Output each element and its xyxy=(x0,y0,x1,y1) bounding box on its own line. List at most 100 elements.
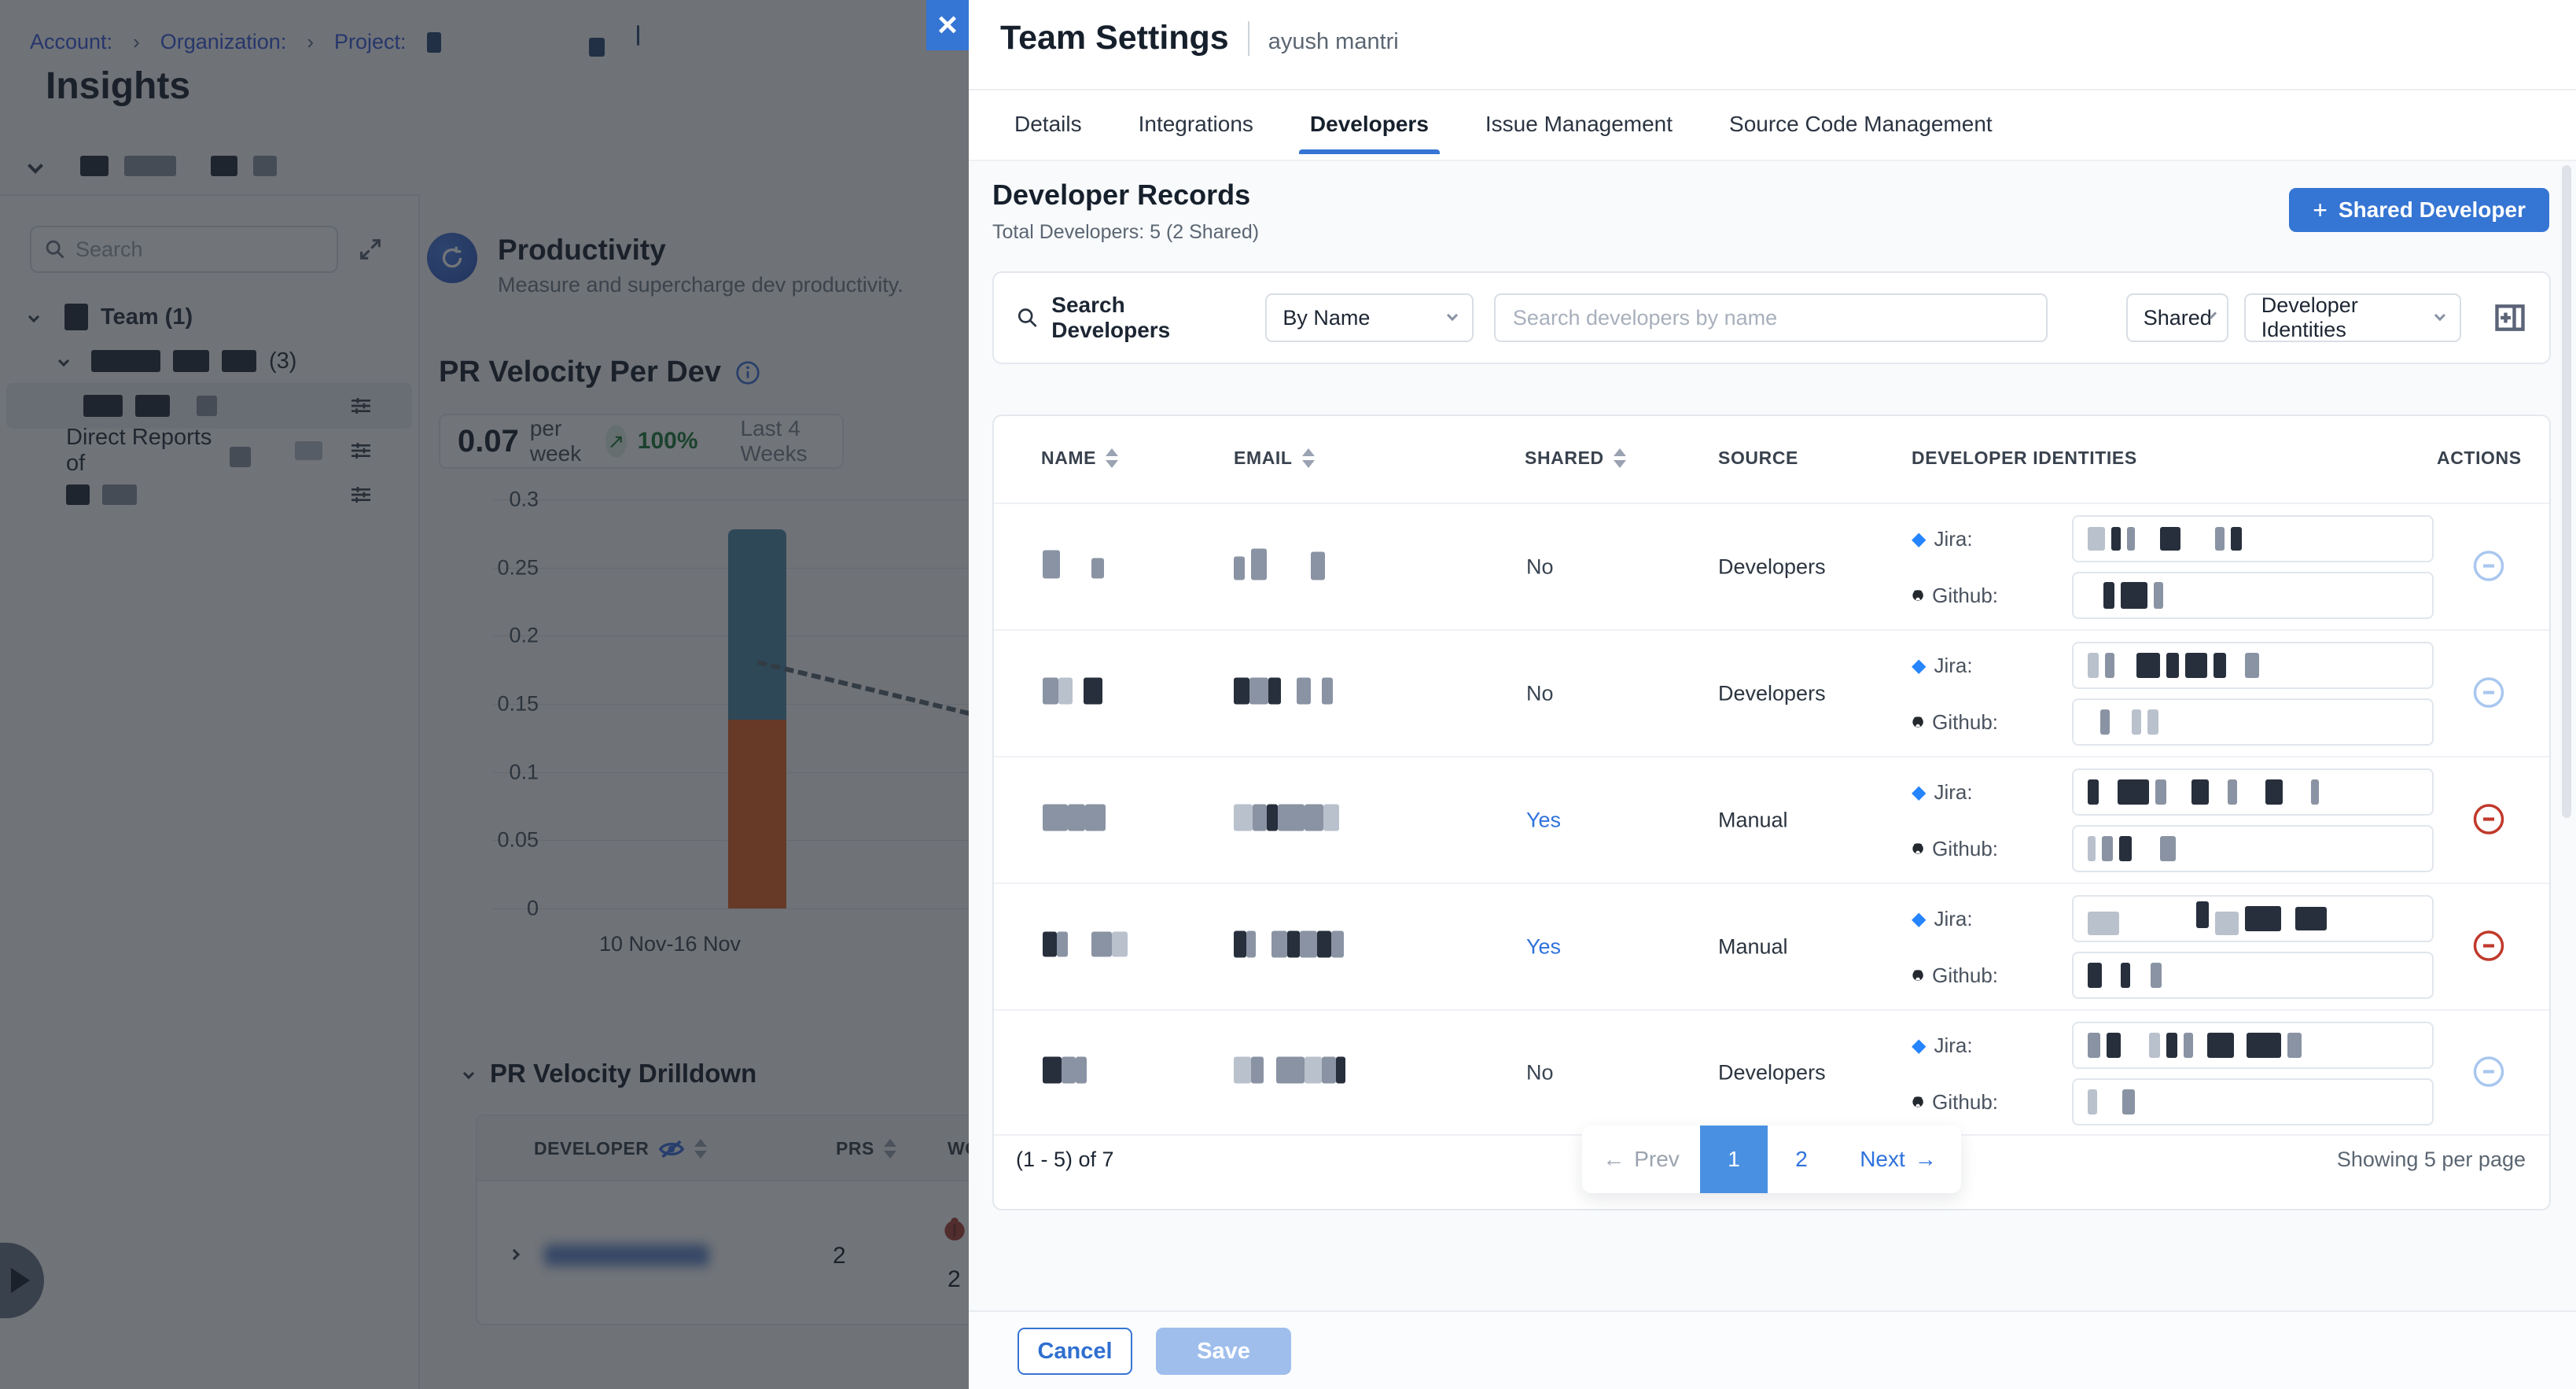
github-icon xyxy=(1912,717,1923,728)
jira-label: ◆ Jira: xyxy=(1912,526,1973,551)
team-settings-modal: × Team Settings ayush mantri Details Int… xyxy=(926,0,2576,1389)
sort-icon[interactable] xyxy=(1613,448,1626,468)
modal-owner: ayush mantri xyxy=(1268,29,1399,54)
github-identity-input[interactable] xyxy=(2072,1078,2434,1126)
prev-page-button[interactable]: ← Prev xyxy=(1603,1147,1680,1171)
jira-identity-input[interactable] xyxy=(2072,1022,2434,1069)
col-actions: ACTIONS xyxy=(2437,448,2522,468)
search-developers-label: Search Developers xyxy=(1051,293,1171,342)
modal-tabs: Details Integrations Developers Issue Ma… xyxy=(1011,102,1996,154)
redacted-email xyxy=(1234,548,1325,585)
shared-value: No xyxy=(1526,681,1554,705)
table-row: Yes Manual ◆ Jira: Github: xyxy=(994,756,2549,882)
developer-records-table: NAME EMAIL SHARED SOURCE DEVELOPER IDENT… xyxy=(992,414,2551,1210)
sort-icon[interactable] xyxy=(1301,448,1315,468)
redacted-email xyxy=(1234,930,1344,963)
source-value: Developers xyxy=(1718,554,1826,578)
redacted-name xyxy=(1043,550,1104,584)
remove-developer-icon-disabled[interactable] xyxy=(2472,676,2505,711)
tab-issue-management[interactable]: Issue Management xyxy=(1485,112,1673,136)
section-title: Developer Records xyxy=(992,179,1251,211)
redacted-email xyxy=(1234,804,1339,836)
tab-integrations[interactable]: Integrations xyxy=(1138,112,1253,136)
github-label: Github: xyxy=(1912,710,1998,735)
jira-icon: ◆ xyxy=(1912,654,1926,676)
jira-label: ◆ Jira: xyxy=(1912,653,1973,677)
github-identity-input[interactable] xyxy=(2072,572,2434,619)
col-source: SOURCE xyxy=(1718,448,1799,468)
search-icon xyxy=(1018,308,1037,327)
redacted-name xyxy=(1043,677,1102,709)
developer-search-input[interactable] xyxy=(1493,293,2048,342)
modal-scrollbar[interactable] xyxy=(2562,165,2571,818)
redacted-email xyxy=(1234,1056,1345,1089)
jira-identity-input[interactable] xyxy=(2072,515,2434,562)
jira-icon: ◆ xyxy=(1912,528,1926,550)
arrow-left-icon: ← xyxy=(1603,1147,1625,1171)
remove-developer-icon[interactable] xyxy=(2472,929,2505,964)
tabs-divider xyxy=(969,160,2576,161)
col-developer-identities: DEVELOPER IDENTITIES xyxy=(1912,448,2137,468)
source-value: Manual xyxy=(1718,808,1788,831)
jira-icon: ◆ xyxy=(1912,908,1926,930)
pagination-range: (1 - 5) of 7 xyxy=(1016,1148,1114,1171)
table-row: No Developers ◆ Jira: Github: xyxy=(994,629,2549,756)
col-shared[interactable]: SHARED xyxy=(1525,448,1604,468)
add-column-button[interactable] xyxy=(2493,300,2527,335)
sort-icon[interactable] xyxy=(1106,448,1119,468)
developer-filter-bar: Search Developers By Name Shared Develop… xyxy=(992,271,2551,364)
remove-developer-icon[interactable] xyxy=(2472,802,2505,838)
source-value: Developers xyxy=(1718,681,1826,705)
jira-icon: ◆ xyxy=(1912,1034,1926,1056)
shared-value: No xyxy=(1526,1060,1554,1084)
shared-filter-select[interactable]: Shared xyxy=(2125,293,2228,342)
modal-title: Team Settings xyxy=(1000,19,1229,57)
jira-identity-input[interactable] xyxy=(2072,768,2434,816)
per-page-label: Showing 5 per page xyxy=(2336,1148,2526,1171)
plus-icon: + xyxy=(2313,195,2328,224)
github-identity-input[interactable] xyxy=(2072,952,2434,999)
remove-developer-icon-disabled[interactable] xyxy=(2472,1055,2505,1090)
close-icon[interactable]: × xyxy=(926,0,969,50)
jira-identity-input[interactable] xyxy=(2072,642,2434,689)
shared-value: Yes xyxy=(1526,808,1562,831)
next-page-button[interactable]: Next → xyxy=(1860,1147,1937,1171)
col-name[interactable]: NAME xyxy=(1041,448,1097,468)
github-icon xyxy=(1912,843,1923,854)
github-identity-input[interactable] xyxy=(2072,698,2434,746)
page-2-button[interactable]: 2 xyxy=(1795,1147,1808,1171)
jira-label: ◆ Jira: xyxy=(1912,779,1973,804)
jira-identity-input[interactable] xyxy=(2072,895,2434,942)
page-1-button[interactable]: 1 xyxy=(1700,1126,1768,1193)
redacted-name xyxy=(1043,804,1106,836)
redacted-email xyxy=(1234,677,1333,709)
jira-label: ◆ Jira: xyxy=(1912,906,1973,930)
cancel-button[interactable]: Cancel xyxy=(1018,1328,1132,1375)
tab-source-code-management[interactable]: Source Code Management xyxy=(1729,112,1993,136)
tab-details[interactable]: Details xyxy=(1014,112,1082,136)
by-name-select[interactable]: By Name xyxy=(1265,293,1474,342)
total-developers: Total Developers: 5 (2 Shared) xyxy=(992,221,1260,243)
source-value: Developers xyxy=(1718,1060,1826,1084)
chevron-down-icon xyxy=(1446,309,1458,322)
save-button[interactable]: Save xyxy=(1156,1328,1291,1375)
col-email[interactable]: EMAIL xyxy=(1234,448,1293,468)
github-icon xyxy=(1912,1096,1923,1107)
github-icon xyxy=(1912,970,1923,981)
pagination: (1 - 5) of 7 ← Prev 1 2 Next → Showing 5… xyxy=(994,1116,2549,1209)
github-label: Github: xyxy=(1912,1090,1998,1115)
github-icon xyxy=(1912,590,1923,601)
shared-value: No xyxy=(1526,554,1554,578)
developer-identities-select[interactable]: Developer Identities xyxy=(2243,293,2462,342)
remove-developer-icon-disabled[interactable] xyxy=(2472,549,2505,584)
jira-icon: ◆ xyxy=(1912,781,1926,803)
tab-developers[interactable]: Developers xyxy=(1298,102,1440,154)
redacted-name xyxy=(1043,931,1128,962)
header-divider xyxy=(969,89,2576,90)
shared-developer-button[interactable]: + Shared Developer xyxy=(2289,188,2549,232)
table-row: Yes Manual ◆ Jira: Github: xyxy=(994,882,2549,1009)
table-row: No Developers ◆ Jira: Github: xyxy=(994,503,2549,629)
github-label: Github: xyxy=(1912,584,1998,608)
github-identity-input[interactable] xyxy=(2072,825,2434,872)
github-label: Github: xyxy=(1912,837,1998,861)
